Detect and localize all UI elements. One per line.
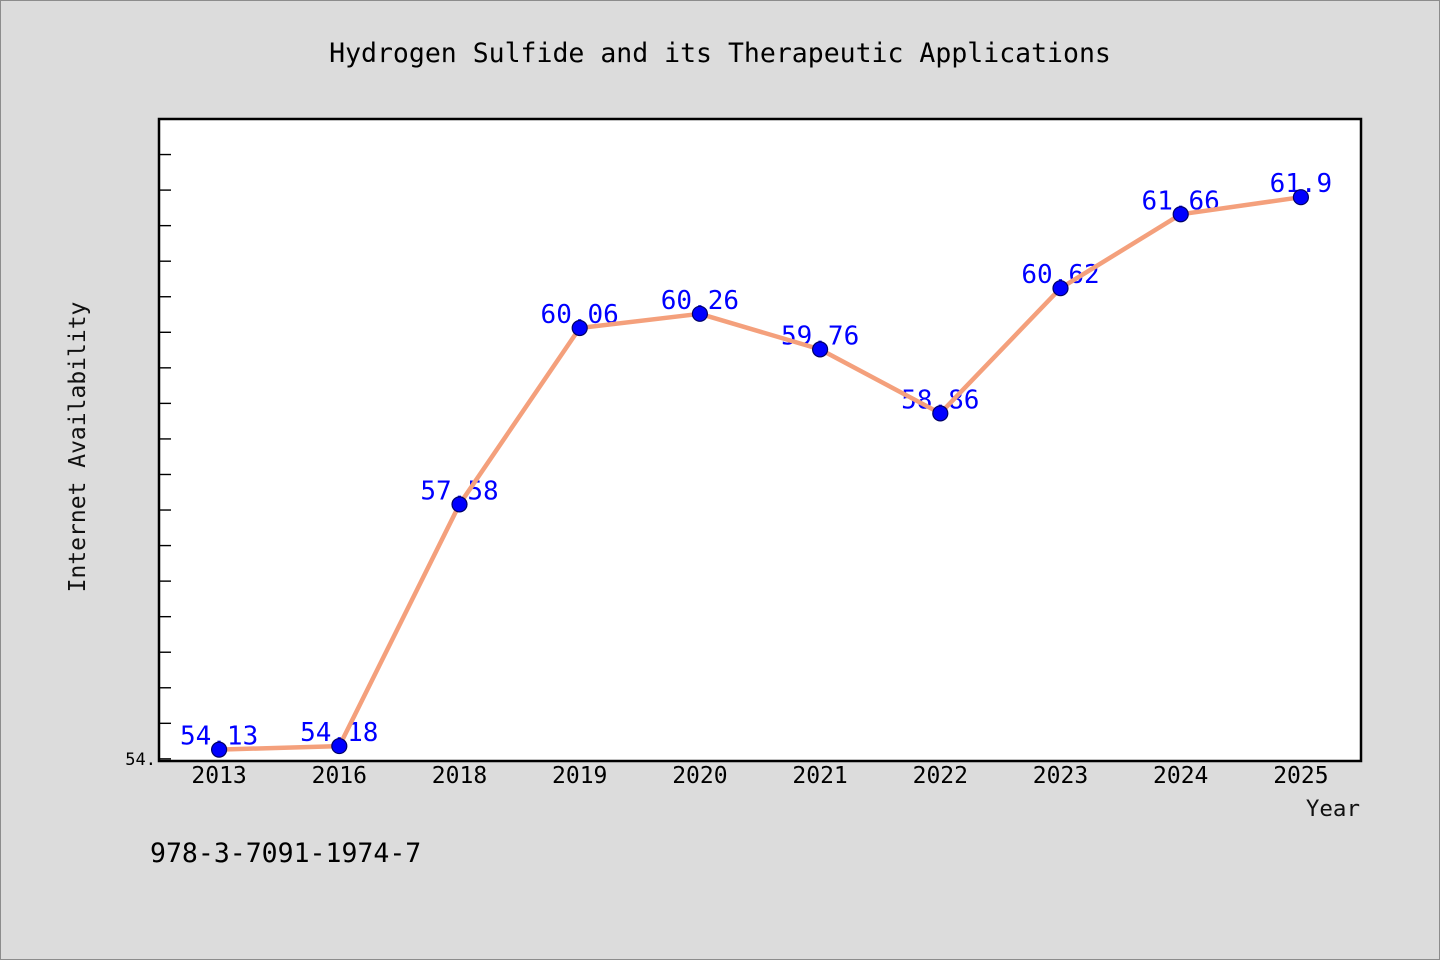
x-tick-label: 2019 — [552, 763, 607, 789]
data-point — [691, 305, 709, 322]
y-tick-label: 54. — [125, 750, 156, 770]
x-axis-tick-labels: 2013 2016 2018 2019 2020 2021 2022 2023 2024 2025 — [191, 763, 1328, 789]
x-tick-label: 2016 — [312, 763, 367, 789]
x-tick-label: 2024 — [1153, 763, 1208, 789]
data-point — [1292, 189, 1310, 206]
x-tick-label: 2022 — [913, 763, 968, 789]
chart-title: Hydrogen Sulfide and its Therapeutic App… — [329, 38, 1111, 69]
data-point — [451, 496, 468, 513]
x-axis-label: Year — [1306, 796, 1360, 822]
y-axis-ticks — [159, 118, 171, 760]
data-points — [211, 189, 1310, 758]
data-point — [331, 737, 348, 755]
data-point — [1052, 280, 1069, 297]
x-tick-label: 2013 — [191, 763, 246, 789]
y-axis-label: Internet Availability — [65, 302, 91, 593]
x-tick-label: 2018 — [432, 763, 487, 789]
data-point — [932, 405, 949, 422]
data-point — [571, 319, 588, 337]
data-point — [811, 341, 829, 358]
x-tick-label: 2021 — [792, 763, 847, 789]
data-point — [1172, 206, 1189, 223]
footer-code: 978-3-7091-1974-7 — [150, 838, 421, 869]
series-line — [216, 194, 1304, 752]
x-tick-label: 2023 — [1033, 763, 1088, 789]
y-axis-tick-labels: 54. — [125, 750, 156, 770]
data-point — [211, 741, 228, 758]
x-tick-label: 2025 — [1273, 763, 1328, 789]
x-tick-label: 2020 — [672, 763, 727, 789]
